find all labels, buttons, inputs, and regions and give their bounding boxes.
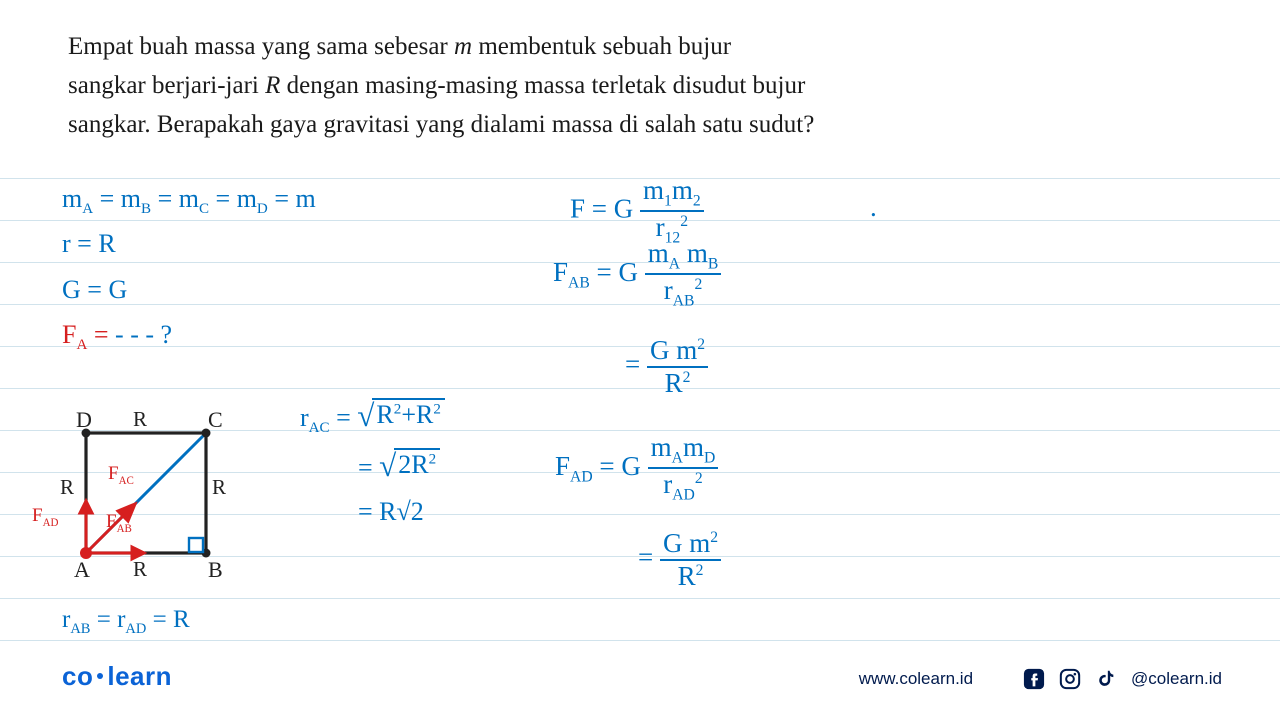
hw-givens-m: mA = mB = mC = mD = m	[62, 184, 316, 218]
hw-rab-rad: rAB = rAD = R	[62, 606, 190, 638]
diag-C: C	[208, 407, 223, 433]
whiteboard-page: Empat buah massa yang sama sebesar m mem…	[0, 0, 1280, 720]
Fad-den: rAD2	[648, 469, 719, 504]
problem-line1-pre: Empat buah massa yang sama sebesar	[68, 33, 454, 60]
footer-handle: @colearn.id	[1131, 669, 1222, 689]
Fad-lhs: FAD = G	[555, 451, 648, 481]
rule-line	[0, 640, 1280, 641]
diag-R-top: R	[133, 407, 147, 432]
hw-Fa-rhs: - - - ?	[115, 320, 172, 349]
hw-Fab-line: FAB = G mA mBrAB2	[553, 238, 721, 311]
diag-Fac: FAC	[108, 463, 134, 487]
gm2r2b-den: R2	[660, 561, 721, 592]
brand-logo: colearn	[62, 661, 172, 692]
brand-dot-icon	[97, 673, 103, 679]
F-gen-lhs: F = G	[570, 194, 640, 224]
problem-line1-post: membentuk sebuah bujur	[472, 33, 731, 60]
footer: www.colearn.id @colearn.id	[859, 668, 1222, 690]
diag-D: D	[76, 407, 92, 433]
hw-rac-3: = R√2	[358, 497, 424, 527]
gm2r2b-eq: =	[638, 542, 660, 572]
gm2r2a-num: G m2	[647, 335, 708, 368]
hw-gm2r2-a: = G m2R2	[625, 335, 708, 399]
diag-Fab: FAB	[106, 511, 132, 535]
var-R: R	[265, 72, 280, 99]
problem-line2-pre: sangkar berjari-jari	[68, 72, 265, 99]
diag-Fad: FAD	[32, 505, 59, 529]
rac2-body: 2R2	[394, 448, 440, 480]
diag-R-bottom: R	[133, 557, 147, 582]
hw-rac-2: = √2R2	[358, 448, 440, 484]
hw-givens-r: r = R	[62, 229, 116, 259]
Fab-lhs: FAB = G	[553, 257, 645, 287]
hw-givens-G: G = G	[62, 275, 127, 305]
rac2-eq: =	[358, 453, 379, 482]
hw-Fa-lhs: FA =	[62, 320, 115, 349]
hw-rac-1: rAC = √R2+R2	[300, 398, 445, 437]
gm2r2a-eq: =	[625, 349, 647, 379]
hw-question: FA = - - - ?	[62, 320, 172, 354]
var-m: m	[454, 33, 472, 60]
rac-body: R2+R2	[372, 398, 444, 430]
Fab-num: mA mB	[645, 238, 722, 275]
hw-dot: .	[870, 192, 877, 223]
Fad-num: mAmD	[648, 432, 719, 469]
diag-R-left: R	[60, 475, 74, 500]
gm2r2a-den: R2	[647, 368, 708, 399]
problem-statement: Empat buah massa yang sama sebesar m mem…	[68, 28, 1212, 144]
hw-F-general: F = G m1m2r122	[570, 175, 704, 248]
square-diagram: D C A B R R R R FAC FAD FAB	[68, 415, 228, 575]
facebook-icon	[1023, 668, 1045, 690]
hw-gm2r2-b: = G m2R2	[638, 528, 721, 592]
F-gen-num: m1m2	[640, 175, 704, 212]
diag-B: B	[208, 557, 223, 583]
instagram-icon	[1059, 668, 1081, 690]
rac-lhs: rAC =	[300, 403, 357, 432]
hw-Fad-line: FAD = G mAmDrAD2	[555, 432, 718, 505]
diag-A: A	[74, 557, 90, 583]
tiktok-icon	[1095, 668, 1117, 690]
gm2r2b-num: G m2	[660, 528, 721, 561]
footer-url: www.colearn.id	[859, 669, 973, 689]
problem-line3: sangkar. Berapakah gaya gravitasi yang d…	[68, 111, 814, 138]
brand-learn: learn	[107, 661, 172, 691]
brand-co: co	[62, 661, 93, 691]
problem-line2-post: dengan masing-masing massa terletak disu…	[280, 72, 805, 99]
diag-R-right: R	[212, 475, 226, 500]
Fab-den: rAB2	[645, 275, 722, 310]
